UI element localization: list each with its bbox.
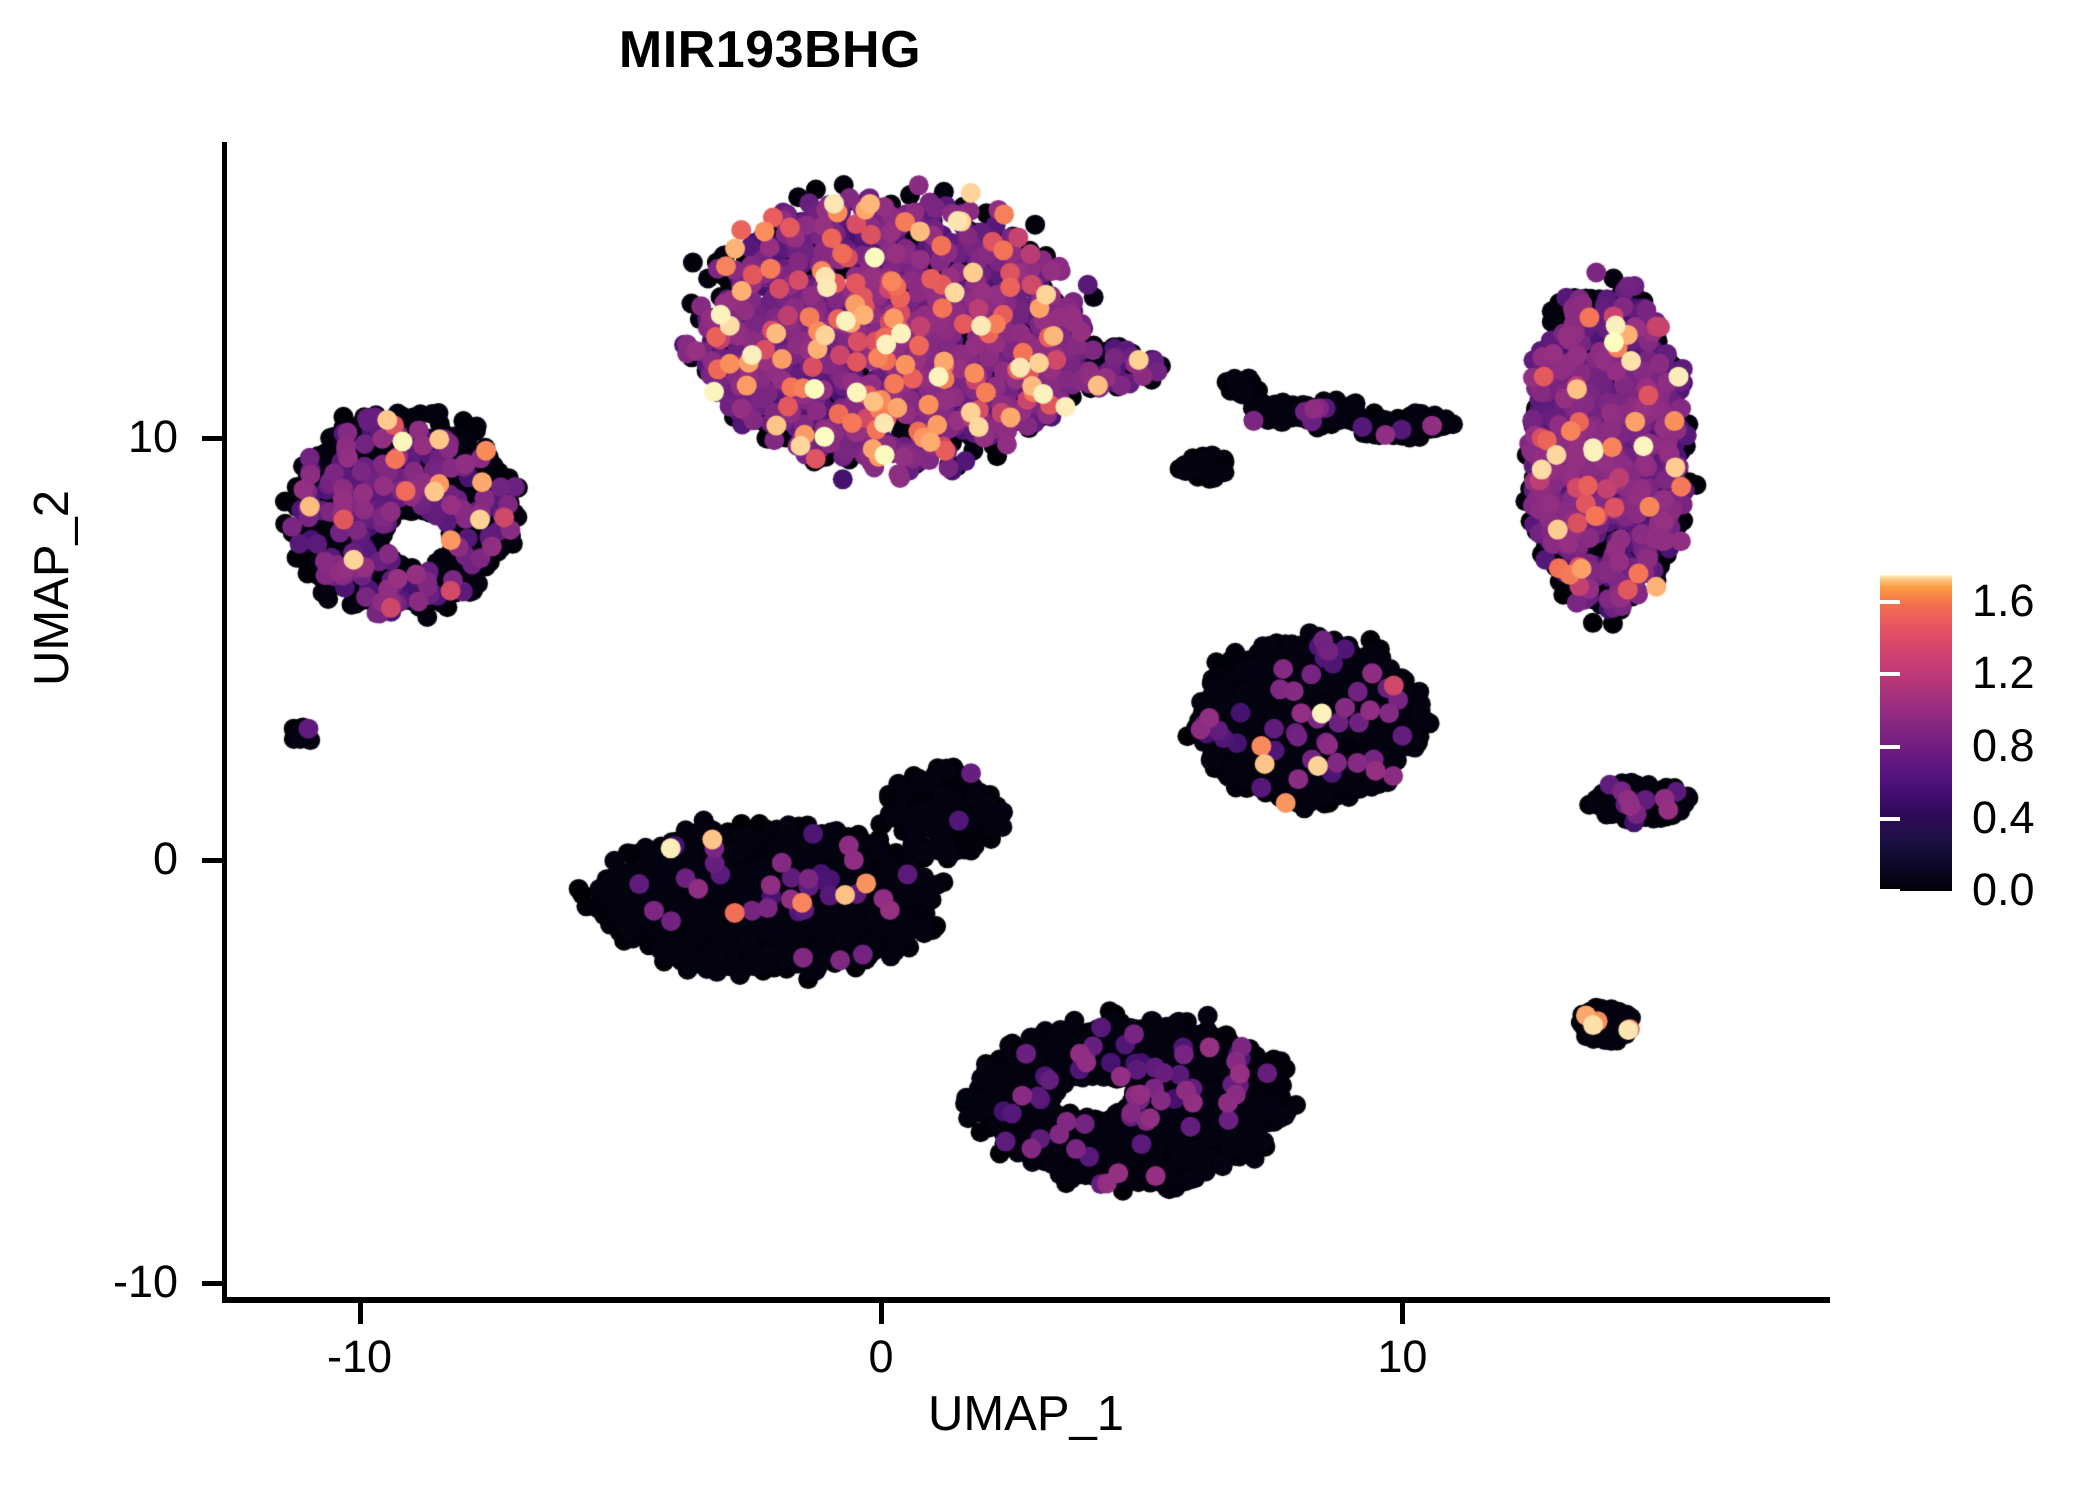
y-tick-label: 10	[127, 410, 178, 462]
colorbar-tick-label: 0.0	[1972, 864, 2035, 915]
y-tick-mark	[202, 435, 223, 441]
colorbar-tick-label: 0.8	[1972, 719, 2035, 771]
colorbar-tick-mark	[1880, 600, 1900, 605]
y-tick-label: -10	[112, 1256, 178, 1308]
x-tick-label: 0	[868, 1331, 894, 1382]
x-tick-mark	[1400, 1303, 1406, 1324]
y-axis-title: UMAP_2	[25, 489, 79, 687]
colorbar-tick-mark	[1880, 816, 1900, 821]
plot-panel	[224, 142, 1830, 1300]
colorbar-tick-mark	[1880, 744, 1900, 749]
y-tick-mark	[202, 858, 223, 864]
x-tick-mark	[879, 1303, 884, 1324]
colorbar-tick-mark	[1880, 889, 1900, 893]
y-axis-line	[222, 142, 227, 1302]
colorbar-tick-label: 1.2	[1972, 647, 2035, 699]
x-axis-line	[222, 1297, 1830, 1303]
y-tick-label: 0	[152, 833, 178, 885]
y-tick-mark	[202, 1281, 223, 1287]
colorbar-tick-mark	[1880, 672, 1900, 677]
x-tick-label: -10	[327, 1331, 393, 1382]
colorbar-tick-mark	[2070, 889, 2090, 893]
x-tick-mark	[357, 1303, 363, 1324]
colorbar-tick-mark	[2070, 744, 2090, 749]
colorbar-tick-label: 1.6	[1972, 575, 2035, 627]
colorbar-legend: 0.0 0.4 0.8 1.2 1.6	[1880, 575, 2090, 912]
x-axis-title: UMAP_1	[927, 1387, 1125, 1441]
colorbar-tick-label: 0.4	[1972, 791, 2035, 843]
colorbar-gradient	[1880, 575, 1952, 891]
colorbar-tick-mark	[2070, 600, 2090, 605]
colorbar-tick-mark	[2070, 816, 2090, 821]
page-title: MIR193BHG	[618, 21, 922, 79]
scatter-points-canvas	[224, 142, 1830, 1300]
colorbar-tick-mark	[2070, 672, 2090, 677]
x-tick-label: 10	[1377, 1331, 1428, 1382]
